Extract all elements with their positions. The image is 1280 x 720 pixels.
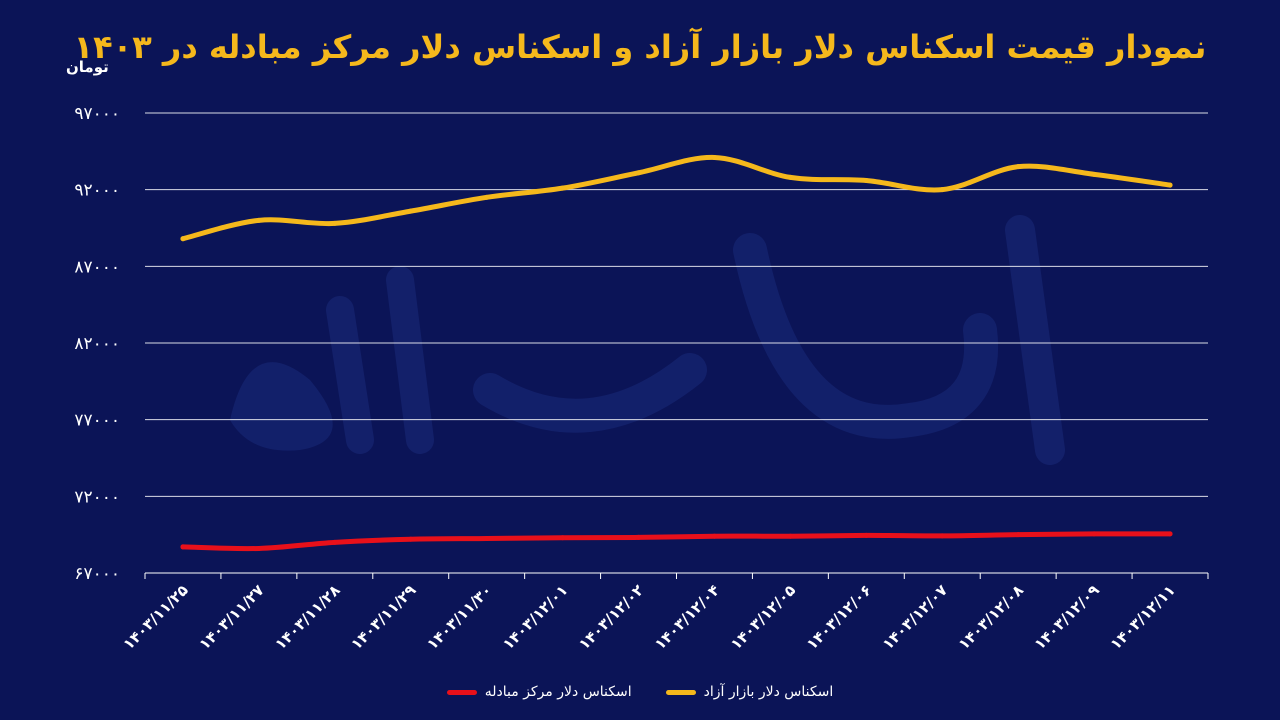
legend-label-exchange-center: اسکناس دلار مرکز مبادله xyxy=(484,684,632,700)
data-point-exchange-center xyxy=(711,533,717,539)
y-tick-label: ۸۲۰۰۰ xyxy=(74,334,120,354)
x-tick-label: ۱۴۰۳/۱۱/۲۷ xyxy=(195,581,267,653)
x-tick-label: ۱۴۰۳/۱۲/۰۷ xyxy=(879,581,951,653)
data-point-free-market xyxy=(711,154,717,160)
y-tick-label: ۶۷۰۰۰ xyxy=(74,564,120,584)
series-line-free-market xyxy=(180,154,1173,242)
y-tick-label: ۷۲۰۰۰ xyxy=(74,487,120,507)
data-point-exchange-center xyxy=(484,536,490,541)
y-tick-label: ۷۷۰۰۰ xyxy=(74,411,120,431)
data-point-exchange-center xyxy=(1015,532,1021,538)
x-tick-label: ۱۴۰۳/۱۲/۰۴ xyxy=(651,581,723,653)
legend: اسکناس دلار مرکز مبادله اسکناس دلار بازا… xyxy=(0,684,1280,700)
data-point-exchange-center xyxy=(408,536,414,542)
chart-title: نمودار قیمت اسکناس دلار بازار آزاد و اسک… xyxy=(73,28,1207,66)
y-axis-unit-label: تومان xyxy=(66,58,109,76)
data-point-free-market xyxy=(939,187,945,193)
data-point-exchange-center xyxy=(332,539,338,545)
data-point-free-market xyxy=(180,236,186,242)
data-point-free-market xyxy=(863,177,869,183)
data-point-exchange-center xyxy=(787,533,793,539)
y-tick-label: ۹۲۰۰۰ xyxy=(74,181,120,201)
x-tick-label: ۱۴۰۳/۱۲/۰۹ xyxy=(1031,581,1103,653)
data-point-exchange-center xyxy=(180,544,186,550)
x-tick-label: ۱۴۰۳/۱۱/۲۵ xyxy=(120,581,192,653)
x-tick-label: ۱۴۰۳/۱۲/۰۶ xyxy=(803,581,875,653)
data-point-exchange-center xyxy=(939,533,945,539)
data-point-free-market xyxy=(560,185,566,191)
x-tick-label: ۱۴۰۳/۱۲/۰۵ xyxy=(727,581,799,653)
data-point-free-market xyxy=(408,208,414,214)
legend-item-free-market: اسکناس دلار بازار آزاد xyxy=(665,684,834,700)
data-point-free-market xyxy=(484,194,490,200)
legend-item-exchange-center: اسکناس دلار مرکز مبادله xyxy=(446,684,632,700)
x-tick-label: ۱۴۰۳/۱۲/۰۱ xyxy=(499,581,571,653)
y-tick-label: ۸۷۰۰۰ xyxy=(74,257,120,277)
legend-swatch-exchange-center xyxy=(446,689,477,695)
data-point-exchange-center xyxy=(560,535,566,541)
data-point-free-market xyxy=(1167,182,1173,188)
legend-swatch-free-market xyxy=(665,689,696,695)
data-point-exchange-center xyxy=(1091,531,1097,537)
x-tick-label: ۱۴۰۳/۱۲/۰۸ xyxy=(955,581,1027,653)
data-point-free-market xyxy=(636,170,642,176)
data-point-free-market xyxy=(787,174,793,180)
data-point-free-market xyxy=(256,217,262,223)
legend-label-free-market: اسکناس دلار بازار آزاد xyxy=(703,684,834,700)
x-tick-label: ۱۴۰۳/۱۱/۳۰ xyxy=(423,581,495,653)
x-tick-label: ۱۴۰۳/۱۲/۱۱ xyxy=(1107,581,1179,653)
data-point-free-market xyxy=(332,220,338,226)
x-tick-label: ۱۴۰۳/۱۲/۰۲ xyxy=(575,581,647,653)
data-point-exchange-center xyxy=(863,532,869,538)
data-point-exchange-center xyxy=(256,545,262,551)
x-tick-label: ۱۴۰۳/۱۱/۲۸ xyxy=(271,581,343,653)
data-point-exchange-center xyxy=(1167,531,1173,537)
data-point-exchange-center xyxy=(636,534,642,540)
series-line-exchange-center xyxy=(180,531,1173,552)
data-point-free-market xyxy=(1015,164,1021,170)
data-point-free-market xyxy=(1091,171,1097,177)
x-tick-label: ۱۴۰۳/۱۱/۲۹ xyxy=(347,581,419,653)
y-tick-label: ۹۷۰۰۰ xyxy=(74,104,120,124)
